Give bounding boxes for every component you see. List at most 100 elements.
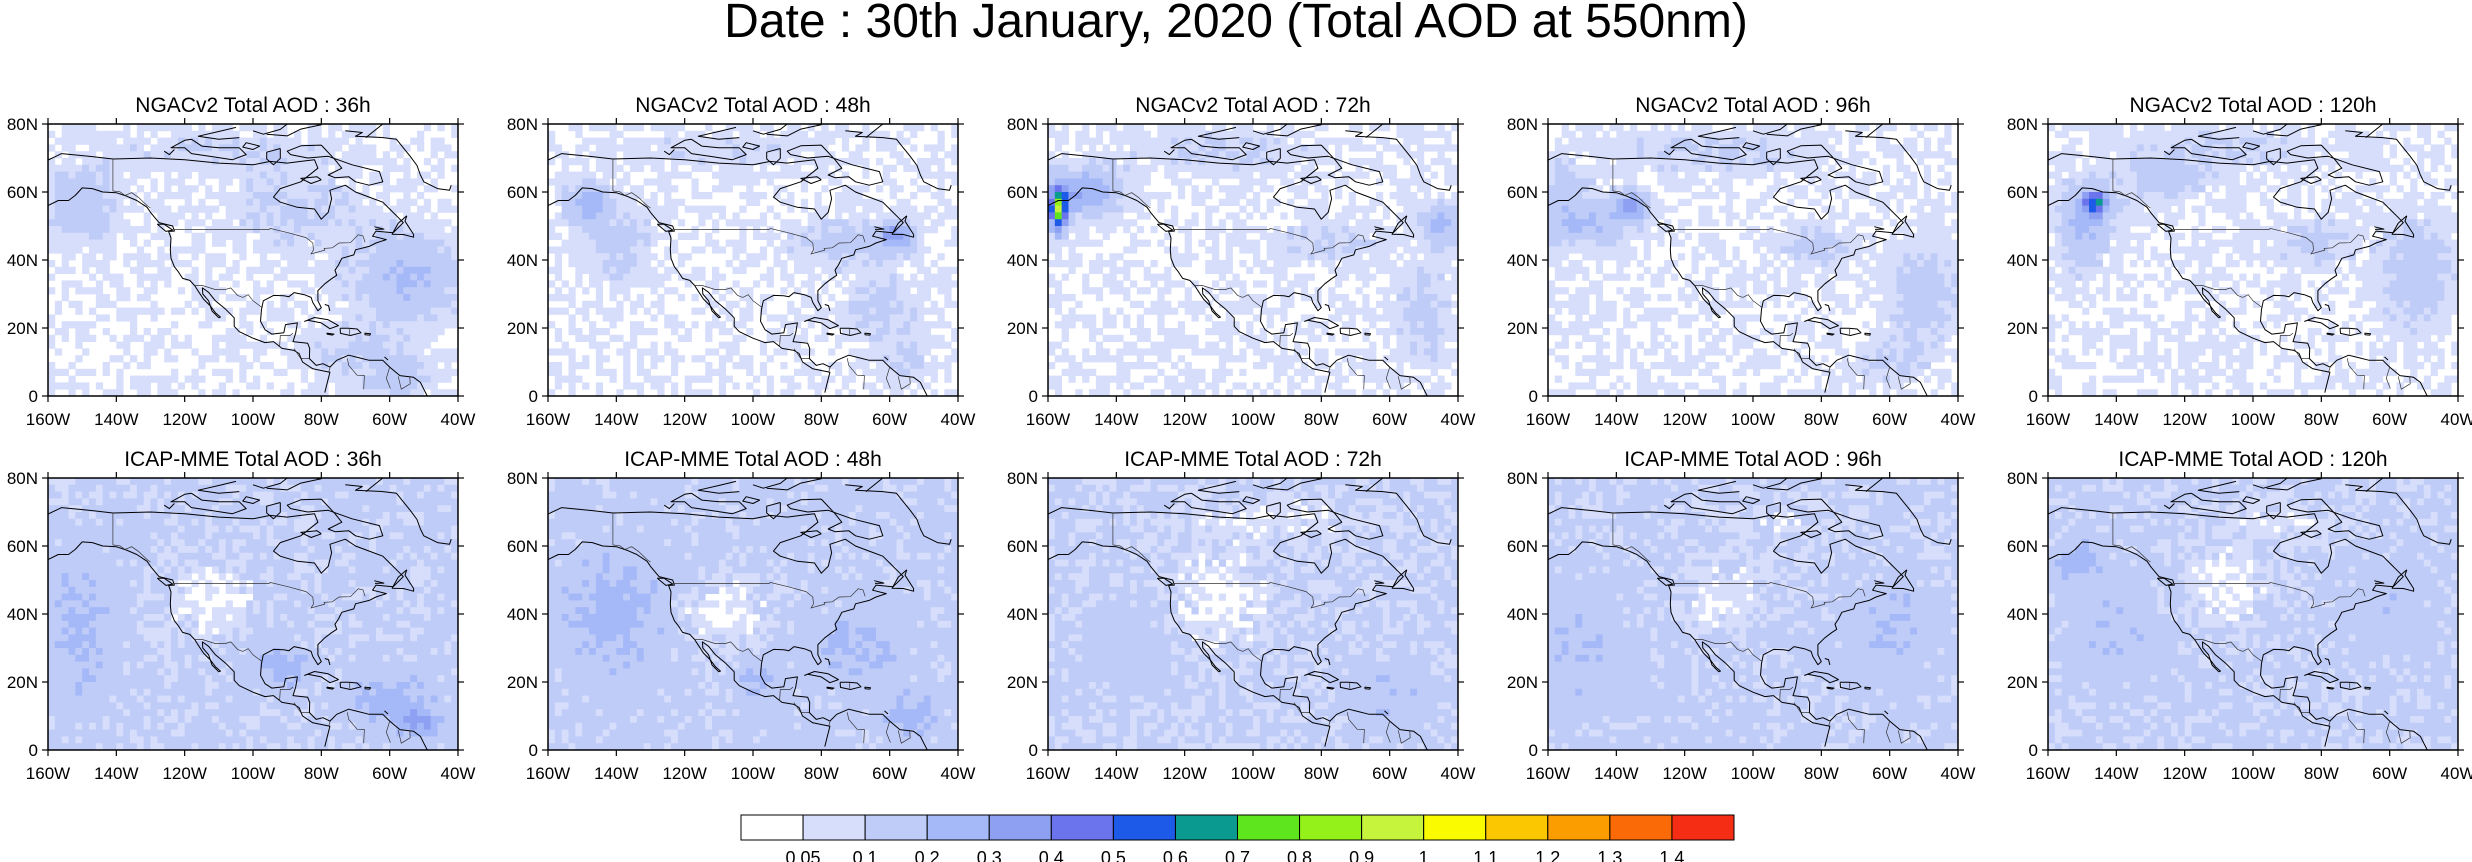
- lon-tick-label: 140W: [2094, 764, 2138, 783]
- lon-tick-label: 160W: [26, 410, 70, 429]
- lon-tick-label: 100W: [2231, 764, 2275, 783]
- lat-tick-label: 20N: [2007, 673, 2038, 692]
- lat-tick-label: 0: [2029, 387, 2038, 406]
- panel-title: NGACv2 Total AOD : 48h: [635, 94, 870, 117]
- lon-tick-label: 60W: [372, 410, 407, 429]
- lon-tick-label: 100W: [2231, 410, 2275, 429]
- lon-tick-label: 40W: [1941, 764, 1976, 783]
- aod-field: [2048, 478, 2458, 750]
- lon-tick-label: 140W: [594, 410, 638, 429]
- lon-tick-label: 100W: [1731, 764, 1775, 783]
- panel-title: NGACv2 Total AOD : 96h: [1635, 94, 1870, 117]
- colorbar-label: 0.5: [1101, 848, 1126, 862]
- lon-tick-label: 120W: [2162, 410, 2206, 429]
- colorbar-swatch: [1609, 814, 1673, 841]
- lon-tick-label: 60W: [1872, 410, 1907, 429]
- colorbar-swatch: [1423, 814, 1487, 841]
- lon-tick-label: 40W: [441, 410, 476, 429]
- lon-tick-label: 140W: [594, 764, 638, 783]
- lon-tick-label: 160W: [1026, 764, 1070, 783]
- lat-tick-label: 80N: [7, 115, 38, 134]
- lon-tick-label: 140W: [2094, 410, 2138, 429]
- lon-tick-label: 160W: [2026, 764, 2070, 783]
- lon-tick-label: 160W: [26, 764, 70, 783]
- colorbar-swatch: [988, 814, 1052, 841]
- lat-tick-label: 20N: [507, 673, 538, 692]
- colorbar-label: 0.7: [1225, 848, 1250, 862]
- lon-tick-label: 120W: [1162, 764, 1206, 783]
- lat-tick-label: 0: [2029, 741, 2038, 760]
- lon-tick-label: 80W: [304, 410, 339, 429]
- aod-field: [1048, 124, 1458, 396]
- lon-tick-label: 160W: [1026, 410, 1070, 429]
- lon-tick-label: 140W: [94, 410, 138, 429]
- coastlines: [1548, 124, 1952, 396]
- colorbar-label: 0.1: [853, 848, 878, 862]
- aod-field: [548, 478, 958, 750]
- political-borders: [612, 159, 911, 390]
- lat-tick-label: 20N: [1507, 319, 1538, 338]
- lat-tick-label: 40N: [507, 605, 538, 624]
- lon-tick-label: 60W: [2372, 410, 2407, 429]
- lat-tick-label: 20N: [1007, 673, 1038, 692]
- map-panel-ngacv2-36h: 160W 140W 120W 100W 80W 60W 40W 0 20N 40N 60N 80N NG…: [7, 94, 476, 429]
- aod-field: [548, 124, 958, 396]
- lat-tick-label: 0: [1029, 387, 1038, 406]
- lat-tick-label: 40N: [1507, 605, 1538, 624]
- lat-tick-label: 60N: [1007, 183, 1038, 202]
- lat-tick-label: 20N: [507, 319, 538, 338]
- lon-tick-label: 140W: [1094, 410, 1138, 429]
- colorbar-swatch: [1237, 814, 1301, 841]
- coastlines: [48, 124, 452, 396]
- lat-tick-label: 40N: [507, 251, 538, 270]
- colorbar-swatch: [1299, 814, 1363, 841]
- lat-tick-label: 40N: [1007, 251, 1038, 270]
- lat-tick-label: 80N: [507, 469, 538, 488]
- coastlines: [548, 124, 952, 396]
- lat-tick-label: 0: [529, 741, 538, 760]
- lat-tick-label: 20N: [7, 673, 38, 692]
- lon-tick-label: 160W: [526, 764, 570, 783]
- lon-tick-label: 80W: [304, 764, 339, 783]
- lat-tick-label: 20N: [1507, 673, 1538, 692]
- lon-tick-label: 60W: [872, 764, 907, 783]
- colorbar-swatch: [926, 814, 990, 841]
- panel-title: NGACv2 Total AOD : 72h: [1135, 94, 1370, 117]
- colorbar-swatch: [1050, 814, 1114, 841]
- lat-tick-label: 60N: [1507, 537, 1538, 556]
- main-title: Date : 30th January, 2020 (Total AOD at …: [0, 0, 2472, 46]
- political-borders: [1612, 513, 1911, 744]
- lat-tick-label: 0: [1029, 741, 1038, 760]
- lat-tick-label: 60N: [2007, 183, 2038, 202]
- political-borders: [612, 513, 911, 744]
- lon-tick-label: 160W: [526, 410, 570, 429]
- colorbar-swatch: [1485, 814, 1549, 841]
- lon-tick-label: 80W: [2304, 764, 2339, 783]
- lon-tick-label: 60W: [1372, 410, 1407, 429]
- lat-tick-label: 80N: [1007, 115, 1038, 134]
- political-borders: [1612, 159, 1911, 390]
- lon-tick-label: 60W: [1372, 764, 1407, 783]
- aod-field: [1548, 478, 1958, 750]
- lat-tick-label: 40N: [1507, 251, 1538, 270]
- colorbar-label: 1.2: [1535, 848, 1560, 862]
- lat-tick-label: 60N: [7, 537, 38, 556]
- colorbar-swatch: [1671, 814, 1735, 841]
- lon-tick-label: 100W: [1731, 410, 1775, 429]
- map-panel-ngacv2-48h: 160W 140W 120W 100W 80W 60W 40W 0 20N 40N 60N 80N NG…: [507, 94, 976, 429]
- panel-title: NGACv2 Total AOD : 120h: [2129, 94, 2376, 117]
- lon-tick-label: 80W: [2304, 410, 2339, 429]
- lon-tick-label: 140W: [1094, 764, 1138, 783]
- colorbar-label: 0.9: [1349, 848, 1374, 862]
- lat-tick-label: 60N: [507, 183, 538, 202]
- lat-tick-label: 0: [29, 741, 38, 760]
- lon-tick-label: 160W: [1526, 410, 1570, 429]
- lat-tick-label: 40N: [7, 605, 38, 624]
- lat-tick-label: 60N: [1507, 183, 1538, 202]
- colorbar-label: 0.8: [1287, 848, 1312, 862]
- aod-field: [48, 478, 458, 750]
- lon-tick-label: 40W: [941, 410, 976, 429]
- colorbar-swatch: [1112, 814, 1176, 841]
- lat-tick-label: 60N: [507, 537, 538, 556]
- lon-tick-label: 80W: [1304, 410, 1339, 429]
